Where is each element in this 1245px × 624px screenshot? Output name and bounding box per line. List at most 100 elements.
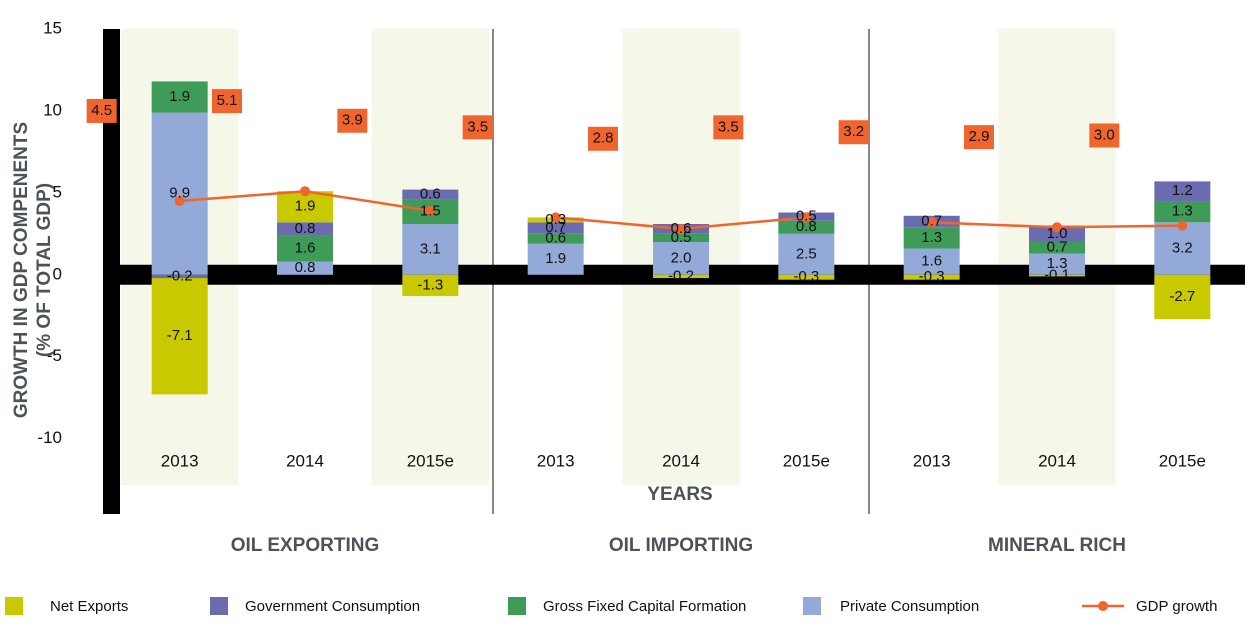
bar-segment — [1154, 222, 1211, 275]
gdp-label-box — [964, 125, 994, 150]
data-label: 0.8 — [796, 218, 817, 235]
bar-segment — [778, 274, 835, 280]
data-label: 3.1 — [420, 240, 441, 257]
gdp-label: 3.9 — [342, 112, 363, 129]
bar-segment — [151, 278, 208, 395]
data-label: 0.3 — [545, 211, 566, 228]
x-tick-label: 2013 — [537, 451, 575, 470]
data-label: 9.9 — [169, 185, 190, 202]
bar-segment — [653, 274, 709, 279]
y-tick-label: -10 — [37, 428, 62, 447]
data-label: 0.8 — [295, 259, 316, 276]
data-label: 1.2 — [1172, 182, 1193, 199]
bar-segment — [151, 81, 208, 113]
data-label: 0.6 — [545, 230, 566, 247]
gdp-label: 3.0 — [1094, 126, 1115, 143]
bar-segment — [277, 235, 333, 262]
data-label: -7.1 — [167, 327, 193, 344]
x-tick-label: 2015e — [1159, 451, 1206, 470]
gdp-label-box — [462, 115, 493, 140]
gdp-point — [174, 196, 185, 207]
data-label: 2.5 — [796, 245, 817, 262]
y-axis-label: GROWTH IN GDP COMPENENTS — [11, 122, 32, 418]
legend-label: Net Exports — [50, 598, 128, 615]
bar-segment — [277, 222, 333, 236]
y-tick-label: 0 — [53, 264, 62, 283]
data-label: -0.2 — [668, 267, 694, 284]
bar-segment — [277, 261, 333, 275]
data-label: 0.7 — [921, 212, 942, 229]
x-tick-label: 2013 — [161, 451, 199, 470]
gdp-label-box — [713, 115, 744, 140]
data-label: 1.3 — [1047, 255, 1068, 272]
data-label: 0.6 — [420, 185, 441, 202]
data-label: 1.6 — [295, 240, 316, 257]
bar-segment — [527, 233, 584, 244]
y-tick-label: 10 — [43, 100, 62, 119]
data-label: 1.6 — [921, 253, 942, 270]
group-label: OIL EXPORTING — [231, 535, 380, 556]
data-label: -0.3 — [793, 268, 819, 285]
legend-label: GDP growth — [1136, 598, 1217, 615]
bar-segment — [527, 243, 584, 275]
bar-segment — [277, 191, 333, 223]
bar-segment — [402, 223, 459, 275]
x-tick-label: 2014 — [286, 451, 324, 470]
backgrounds — [121, 29, 1116, 485]
gdp-label: 3.5 — [467, 118, 488, 135]
y-tick-label: 5 — [53, 182, 62, 201]
bar-segment — [402, 189, 459, 200]
gdp-label: 5.1 — [217, 92, 238, 109]
x-tick-label: 2015e — [407, 451, 454, 470]
data-label: 0.5 — [671, 229, 692, 246]
bar-segment — [1029, 253, 1085, 275]
bar-segment — [151, 112, 208, 275]
gdp-label-box — [1089, 123, 1120, 148]
bar-segment — [653, 233, 709, 243]
bar-segment — [778, 220, 835, 234]
data-label: 1.0 — [1047, 225, 1068, 242]
data-label: 0.6 — [671, 220, 692, 237]
group-label: MINERAL RICH — [988, 535, 1126, 556]
legend-swatch — [5, 597, 23, 615]
data-label: 0.8 — [295, 220, 316, 237]
data-label: 1.3 — [1172, 203, 1193, 220]
gdp-label: 4.5 — [91, 102, 112, 119]
data-label: -1.3 — [417, 276, 443, 293]
gdp-label: 3.5 — [718, 118, 739, 135]
gdp-point — [425, 205, 436, 216]
data-label: 1.9 — [545, 250, 566, 267]
bar-segment — [151, 274, 208, 279]
x-tick-label: 2014 — [1038, 451, 1076, 470]
data-label: 1.3 — [921, 229, 942, 246]
gdp-label-box — [86, 98, 117, 123]
gdp-label-box — [588, 126, 618, 151]
gdp-label: 2.9 — [969, 128, 990, 145]
gdp-point — [926, 217, 937, 228]
x-tick-label: 2015e — [783, 451, 830, 470]
data-label: -0.1 — [1044, 267, 1070, 284]
gdp-label: 2.8 — [593, 130, 614, 147]
data-label: 1.9 — [295, 198, 316, 215]
bar-segment — [1154, 274, 1211, 320]
gdp-label-box — [212, 89, 242, 114]
data-label: 2.0 — [671, 249, 692, 266]
gdp-point — [550, 212, 561, 223]
data-label: -2.7 — [1169, 288, 1195, 305]
legend-label: Government Consumption — [245, 598, 420, 615]
legend-swatch — [803, 597, 821, 615]
bar-segment — [903, 248, 960, 275]
data-label: 1.5 — [420, 203, 441, 220]
gdp-point — [1052, 222, 1062, 233]
y-axis-label: (% OF TOTAL GDP) — [34, 183, 55, 357]
gdp-point — [801, 212, 812, 223]
data-label: 0.7 — [545, 219, 566, 236]
bar-segment — [527, 222, 584, 234]
bar-segment — [653, 242, 709, 275]
bar-segment — [1154, 181, 1211, 202]
legend-label: Gross Fixed Capital Formation — [543, 598, 746, 615]
bar-segment — [1029, 242, 1085, 254]
legend-dot — [1098, 601, 1108, 611]
gdp-point — [676, 223, 686, 234]
x-axis-label: YEARS — [647, 484, 712, 505]
